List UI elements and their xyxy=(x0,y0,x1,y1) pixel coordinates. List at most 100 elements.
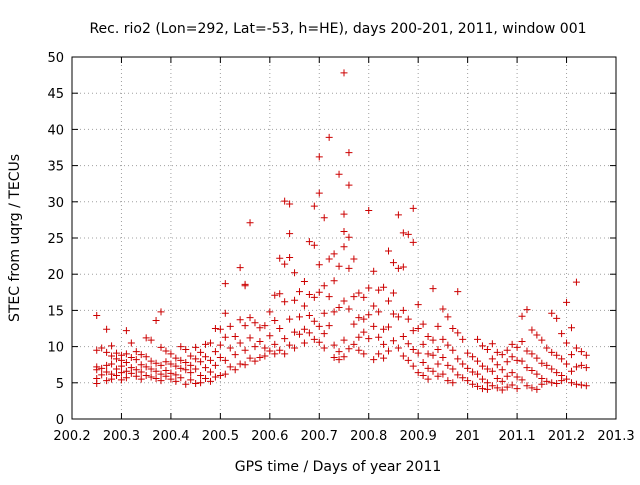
data-point xyxy=(454,288,462,296)
data-point xyxy=(221,309,229,317)
data-point xyxy=(360,293,368,301)
data-point xyxy=(469,353,477,361)
data-point xyxy=(409,238,417,246)
data-point xyxy=(503,358,511,366)
data-point xyxy=(553,314,561,322)
data-point xyxy=(315,189,323,197)
y-tick-label: 0 xyxy=(56,413,64,428)
data-point xyxy=(271,340,279,348)
data-point xyxy=(404,340,412,348)
data-point xyxy=(474,335,482,343)
data-point xyxy=(335,170,343,178)
data-point xyxy=(503,383,511,391)
data-point xyxy=(424,364,432,372)
data-point xyxy=(127,369,135,377)
data-point xyxy=(241,322,249,330)
data-point xyxy=(246,334,254,342)
data-point xyxy=(206,339,214,347)
data-point xyxy=(548,309,556,317)
data-point xyxy=(399,306,407,314)
data-point xyxy=(281,298,289,306)
data-point xyxy=(211,373,219,381)
data-point xyxy=(483,379,491,387)
data-point xyxy=(483,345,491,353)
data-point xyxy=(355,314,363,322)
data-point xyxy=(142,372,150,380)
data-point xyxy=(454,371,462,379)
data-point xyxy=(355,333,363,341)
data-point xyxy=(518,357,526,365)
data-point xyxy=(325,255,333,263)
data-point xyxy=(340,297,348,305)
data-point xyxy=(310,317,318,325)
data-point xyxy=(474,357,482,365)
data-point xyxy=(567,324,575,332)
data-point xyxy=(365,284,373,292)
data-point xyxy=(231,366,239,374)
data-point xyxy=(478,362,486,370)
data-point xyxy=(394,344,402,352)
x-tick-label: 200.2 xyxy=(53,429,90,444)
data-point xyxy=(449,325,457,332)
data-point xyxy=(424,332,432,340)
data-point xyxy=(236,316,244,324)
data-point xyxy=(350,340,358,348)
data-point xyxy=(375,350,383,358)
data-point xyxy=(325,322,333,330)
data-point xyxy=(558,330,566,338)
y-tick-labels: 0 5 10 15 20 25 30 35 40 45 50 xyxy=(47,51,64,428)
data-point xyxy=(256,324,264,332)
data-point xyxy=(404,356,412,364)
data-point xyxy=(503,346,511,354)
data-point xyxy=(103,368,111,376)
data-point xyxy=(340,353,348,361)
x-tick-label: 200.7 xyxy=(301,429,338,444)
plot-frame xyxy=(71,56,617,420)
data-point xyxy=(345,345,353,353)
data-point xyxy=(409,327,417,335)
data-point xyxy=(266,308,274,316)
data-point xyxy=(216,325,224,333)
data-point xyxy=(157,343,165,351)
data-point xyxy=(454,329,462,337)
data-point xyxy=(122,350,130,358)
data-point xyxy=(434,322,442,330)
x-tick-label: 201 xyxy=(455,429,480,444)
data-point xyxy=(281,350,289,358)
data-point xyxy=(385,347,393,355)
data-point xyxy=(221,370,229,378)
x-tick-label: 200.3 xyxy=(103,429,140,444)
data-point xyxy=(320,282,328,290)
data-point xyxy=(375,286,383,294)
data-point xyxy=(98,364,106,372)
data-point xyxy=(370,356,378,364)
data-point xyxy=(474,370,482,378)
data-point xyxy=(152,317,160,325)
data-points xyxy=(93,69,590,394)
data-point xyxy=(533,331,541,339)
data-point xyxy=(538,336,546,344)
data-point xyxy=(93,380,101,388)
data-point xyxy=(439,353,447,361)
data-point xyxy=(182,380,190,388)
data-point xyxy=(553,380,561,388)
data-point xyxy=(320,309,328,317)
data-point xyxy=(548,348,556,356)
data-point xyxy=(414,301,422,309)
data-point xyxy=(286,341,294,349)
x-tick-label: 200.4 xyxy=(152,429,189,444)
data-point xyxy=(375,308,383,316)
data-point xyxy=(488,355,496,363)
data-point xyxy=(147,357,155,365)
data-point xyxy=(172,371,180,379)
x-tick-labels: 200.2 200.3 200.4 200.5 200.6 200.7 200.8 200.9… xyxy=(53,429,634,444)
data-point xyxy=(345,233,353,241)
data-point xyxy=(355,289,363,297)
data-point xyxy=(152,374,160,382)
data-point xyxy=(340,210,348,218)
data-point xyxy=(394,211,402,219)
data-point xyxy=(197,372,205,380)
data-point xyxy=(122,327,130,335)
data-point xyxy=(202,340,210,348)
